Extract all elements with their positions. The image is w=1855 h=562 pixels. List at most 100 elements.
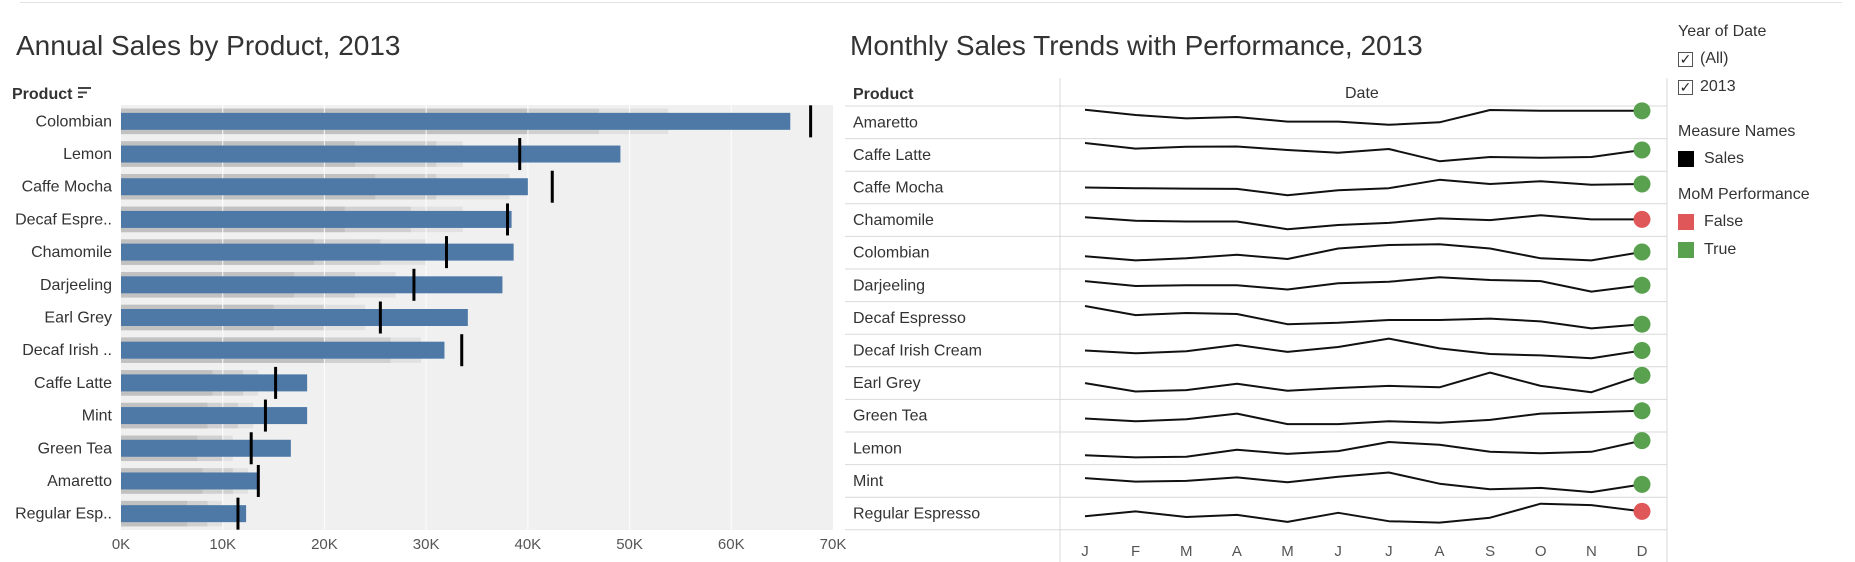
month-tick-label: A	[1232, 543, 1242, 560]
sparkline-green-tea	[1084, 409, 1643, 426]
mom-dot-mint	[1633, 475, 1651, 493]
sparkline-earl-grey	[1084, 371, 1643, 394]
sales-bar-green-tea	[121, 439, 291, 457]
product-label: Darjeeling	[853, 277, 925, 294]
year-option-all[interactable]: ✓ (All)	[1678, 50, 1728, 68]
sales-bar-amaretto	[121, 472, 259, 490]
legend-item-sales[interactable]: Sales	[1678, 150, 1744, 168]
product-label: Lemon	[63, 146, 112, 163]
sales-bar-colombian	[121, 112, 791, 130]
sparkline-darjeeling	[1084, 276, 1643, 293]
product-label: Mint	[82, 408, 113, 425]
mom-dot-lemon	[1633, 432, 1651, 450]
year-option-label: 2013	[1700, 78, 1736, 95]
product-label: Earl Grey	[44, 310, 112, 327]
month-tick-label: J	[1334, 543, 1342, 560]
date-header[interactable]: Date	[1345, 85, 1379, 102]
sales-bar-decaf-espre	[121, 210, 512, 228]
mom-dot-green-tea	[1633, 402, 1651, 420]
x-tick-label: 20K	[311, 536, 338, 553]
month-tick-label: O	[1535, 543, 1547, 560]
product-label: Caffe Mocha	[22, 179, 113, 196]
product-label: Amaretto	[853, 114, 918, 131]
year-filter-title: Year of Date	[1678, 23, 1767, 40]
product-label: Colombian	[36, 113, 112, 130]
product-label: Caffe Mocha	[853, 180, 944, 197]
sparkline-caffe-latte	[1084, 142, 1643, 163]
mom-dot-chamomile	[1633, 210, 1651, 228]
sparkline-lemon	[1084, 439, 1643, 459]
product-label: Mint	[853, 473, 884, 490]
month-tick-label: M	[1180, 543, 1193, 560]
sort-descending-icon[interactable]	[78, 87, 92, 99]
true-swatch	[1678, 242, 1694, 258]
sales-bar-mint	[121, 407, 308, 425]
product-label: Earl Grey	[853, 375, 921, 392]
product-label: Chamomile	[853, 212, 934, 229]
sparkline-caffe-mocha	[1084, 178, 1643, 197]
legend-label: Sales	[1704, 150, 1745, 167]
x-tick-label: 50K	[616, 536, 643, 553]
sparkline-chart-title: Monthly Sales Trends with Performance, 2…	[850, 30, 1423, 61]
sparkline-amaretto	[1084, 108, 1642, 126]
month-tick-label: F	[1131, 543, 1140, 560]
mom-dot-caffe-mocha	[1633, 175, 1651, 193]
sparkline-regular-espresso	[1084, 502, 1643, 524]
product-label: Regular Espresso	[853, 506, 980, 523]
month-tick-label: J	[1385, 543, 1393, 560]
month-tick-label: M	[1281, 543, 1294, 560]
month-tick-label: J	[1081, 543, 1089, 560]
sales-bar-caffe-latte	[121, 374, 308, 392]
x-tick-label: 10K	[209, 536, 236, 553]
product-label: Decaf Irish ..	[22, 342, 112, 359]
x-tick-label: 70K	[820, 536, 847, 553]
bullet-chart-title: Annual Sales by Product, 2013	[16, 30, 401, 61]
sparkline-colombian	[1084, 243, 1643, 262]
x-tick-label: 0K	[112, 536, 130, 553]
sparkline-chamomile	[1084, 214, 1642, 231]
sales-bar-earl-grey	[121, 309, 468, 326]
product-header-right[interactable]: Product	[853, 86, 914, 103]
sparkline-mint	[1084, 471, 1643, 494]
bullet-chart: 0K 10K 20K 30K 40K 50K 60K 70K Colombian Lemon Caf…	[15, 105, 847, 553]
sales-bar-caffe-mocha	[121, 178, 528, 196]
product-label: Decaf Irish Cream	[853, 343, 982, 360]
product-label: Lemon	[853, 440, 902, 457]
product-label: Colombian	[853, 245, 929, 262]
product-label: Amaretto	[47, 473, 112, 490]
product-label: Caffe Latte	[34, 375, 112, 392]
checkbox-all[interactable]: ✓	[1678, 50, 1693, 67]
legend-item-false[interactable]: False	[1678, 213, 1743, 231]
year-option-label: (All)	[1700, 50, 1729, 67]
sparkline-decaf-espresso	[1084, 305, 1643, 330]
x-tick-label: 60K	[718, 536, 745, 553]
sales-bar-decaf-irish	[121, 341, 445, 359]
false-swatch	[1678, 214, 1694, 230]
year-option-2013[interactable]: ✓ 2013	[1678, 78, 1736, 96]
product-label: Chamomile	[31, 244, 112, 261]
mom-dot-decaf-espresso	[1633, 315, 1651, 333]
product-label: Caffe Latte	[853, 147, 931, 164]
sales-bar-lemon	[121, 145, 621, 163]
sales-bar-chamomile	[121, 243, 514, 261]
x-tick-label: 40K	[515, 536, 542, 553]
measure-names-title: Measure Names	[1678, 123, 1796, 140]
product-label: Green Tea	[853, 408, 928, 425]
mom-dot-decaf-irish-cream	[1633, 342, 1651, 359]
mom-performance-title: MoM Performance	[1678, 186, 1810, 203]
product-label: Darjeeling	[40, 277, 112, 294]
mom-dot-regular-espresso	[1633, 502, 1651, 520]
checkbox-2013[interactable]: ✓	[1678, 78, 1693, 95]
product-label: Green Tea	[38, 440, 113, 457]
top-divider	[20, 2, 1842, 3]
month-tick-label: A	[1434, 543, 1444, 560]
mom-dot-darjeeling	[1633, 276, 1651, 294]
sales-bar-darjeeling	[121, 276, 503, 294]
legend-label: True	[1704, 241, 1737, 258]
product-label: Decaf Espresso	[853, 310, 966, 327]
month-tick-label: S	[1485, 543, 1495, 560]
legend-item-true[interactable]: True	[1678, 241, 1736, 259]
product-header-left[interactable]: Product	[12, 86, 73, 103]
product-label: Decaf Espre..	[15, 211, 112, 228]
mom-dot-caffe-latte	[1633, 141, 1651, 159]
